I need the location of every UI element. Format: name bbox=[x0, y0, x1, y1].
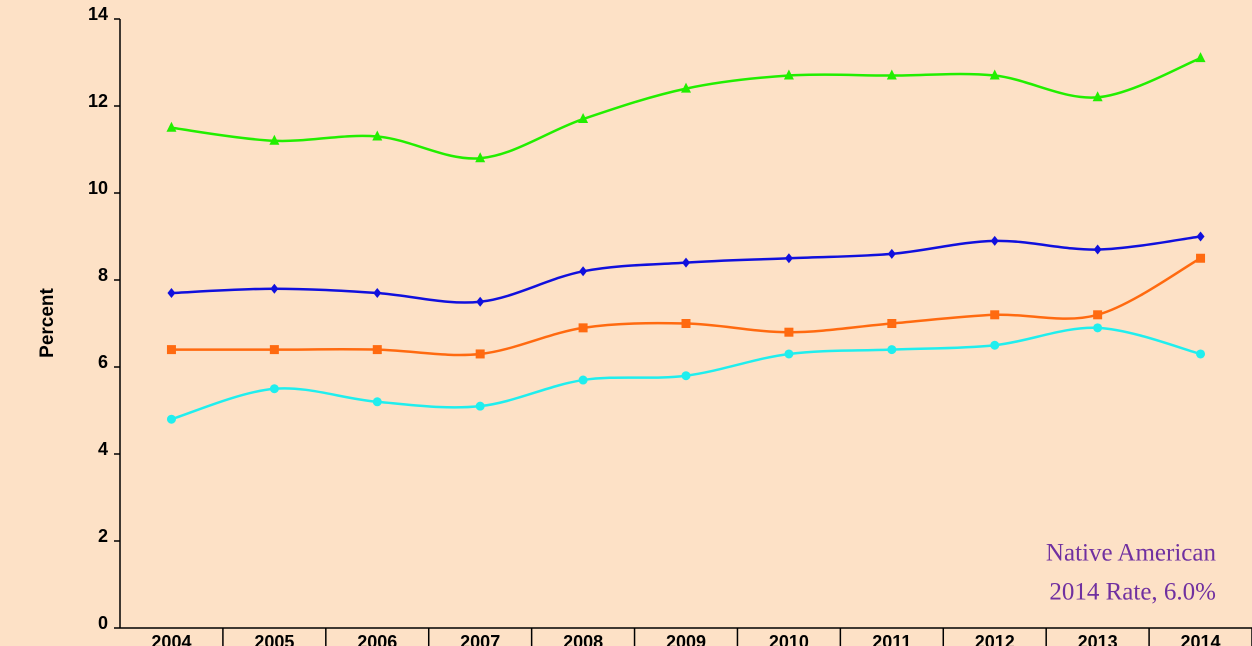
y-tick-label: 6 bbox=[98, 352, 108, 372]
y-tick-label: 2 bbox=[98, 526, 108, 546]
point bbox=[784, 327, 794, 337]
point bbox=[373, 288, 382, 299]
point bbox=[475, 152, 486, 163]
point bbox=[1093, 310, 1103, 320]
y-axis-label: Percent bbox=[37, 287, 58, 357]
x-tick-label: 2007 bbox=[460, 632, 500, 646]
y-tick-label: 10 bbox=[88, 178, 108, 198]
x-tick-label: 2004 bbox=[151, 632, 191, 646]
annotation: 2014 Rate, 6.0% bbox=[1049, 579, 1216, 606]
point bbox=[269, 345, 279, 355]
point bbox=[887, 319, 897, 328]
x-tick-label: 2014 bbox=[1181, 632, 1221, 646]
point bbox=[1196, 231, 1205, 242]
point bbox=[681, 371, 691, 381]
point bbox=[681, 82, 691, 93]
y-tick-label: 0 bbox=[98, 613, 108, 633]
point bbox=[1093, 244, 1102, 255]
point bbox=[270, 283, 279, 294]
annotation: Native American bbox=[1046, 540, 1217, 567]
point bbox=[784, 349, 794, 359]
point bbox=[166, 345, 176, 355]
y-tick-label: 4 bbox=[98, 439, 108, 459]
y-tick-label: 12 bbox=[88, 91, 108, 111]
x-tick-label: 2009 bbox=[666, 632, 706, 646]
point bbox=[269, 134, 280, 145]
point bbox=[167, 288, 176, 299]
point bbox=[681, 319, 691, 328]
point bbox=[579, 266, 588, 277]
x-tick-label: 2010 bbox=[769, 632, 809, 646]
point bbox=[372, 345, 382, 355]
point bbox=[269, 384, 279, 394]
point bbox=[682, 257, 690, 268]
point bbox=[578, 323, 588, 333]
point bbox=[990, 310, 1000, 320]
point bbox=[166, 121, 177, 132]
point bbox=[166, 414, 176, 424]
x-tick-label: 2013 bbox=[1078, 632, 1118, 646]
point bbox=[887, 345, 897, 355]
point bbox=[886, 69, 897, 80]
x-tick-label: 2008 bbox=[563, 632, 603, 646]
point bbox=[990, 235, 999, 246]
x-tick-label: 2012 bbox=[975, 632, 1015, 646]
point bbox=[989, 69, 1000, 80]
point bbox=[1196, 349, 1206, 359]
x-tick-label: 2006 bbox=[357, 632, 397, 646]
x-tick-label: 2011 bbox=[872, 632, 911, 646]
point bbox=[475, 401, 485, 411]
x-tick-label: 2005 bbox=[254, 632, 294, 646]
point bbox=[1093, 323, 1103, 333]
point bbox=[887, 248, 896, 259]
point bbox=[784, 253, 793, 264]
point bbox=[783, 69, 794, 80]
y-tick-label: 14 bbox=[88, 4, 108, 24]
point bbox=[578, 375, 588, 385]
point bbox=[990, 340, 1000, 350]
point bbox=[578, 113, 589, 124]
point bbox=[372, 397, 382, 407]
point bbox=[476, 296, 485, 307]
point bbox=[372, 130, 383, 141]
point bbox=[1092, 91, 1103, 102]
point bbox=[1196, 253, 1206, 263]
point bbox=[475, 349, 485, 359]
point bbox=[1195, 52, 1206, 63]
y-tick-label: 8 bbox=[98, 265, 108, 285]
